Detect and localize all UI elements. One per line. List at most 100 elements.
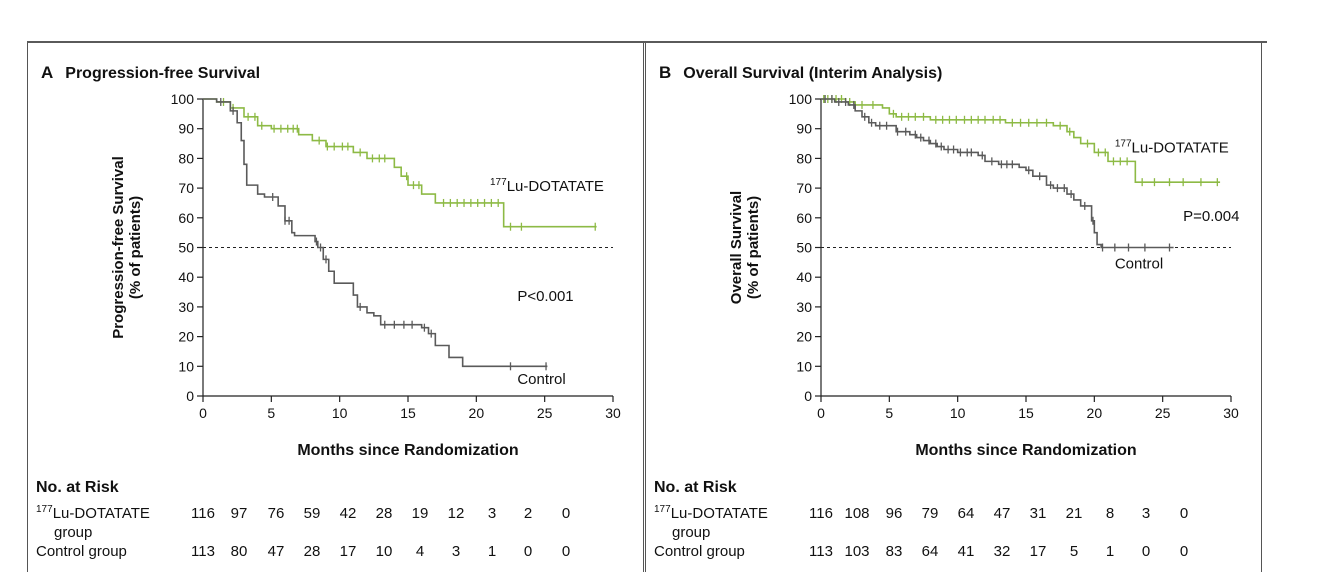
chart-a-ytick-label: 70 <box>178 180 194 196</box>
chart-a-risk-cell: 47 <box>268 543 285 560</box>
chart-b-svg: B Overall Survival (Interim Analysis) Over… <box>654 63 1239 560</box>
chart-a-risk-header: No. at Risk <box>36 479 119 496</box>
chart-b-risk-cell: 32 <box>994 543 1011 560</box>
panel-b: B Overall Survival (Interim Analysis) Over… <box>645 43 1262 572</box>
chart-a-ytick-label: 10 <box>178 358 194 374</box>
chart-b-ytick-label: 50 <box>796 240 812 256</box>
chart-a-xtick-label: 30 <box>605 405 621 421</box>
chart-a-risk-cell: 42 <box>340 505 357 522</box>
chart-a-risk-cell: 28 <box>376 505 393 522</box>
chart-b-ytick-label: 80 <box>796 150 812 166</box>
panel-a: A Progression-free Survival Progression-fr… <box>27 43 644 572</box>
chart-a-treatment-curve <box>203 98 597 228</box>
chart-a-risk-row-label-line2: group <box>54 524 92 541</box>
chart-b-risk-header: No. at Risk <box>654 479 737 496</box>
chart-b-ytick-label: 90 <box>796 121 812 137</box>
chart-b-treatment-label: 177Lu-DOTATATE <box>1115 138 1229 156</box>
chart-a-ytick-label: 80 <box>178 150 194 166</box>
chart-a-risk-cell: 19 <box>412 505 429 522</box>
chart-b-xtick-label: 0 <box>817 405 825 421</box>
chart-a-p-value: P<0.001 <box>517 288 573 305</box>
chart-a-xtick-label: 15 <box>400 405 416 421</box>
chart-a-risk-cell: 59 <box>304 505 321 522</box>
chart-a-ytick-label: 90 <box>178 121 194 137</box>
chart-a-risk-cell: 28 <box>304 543 321 560</box>
chart-b-risk-row-label: Control group <box>654 543 745 560</box>
chart-a-ytick-label: 100 <box>171 91 195 107</box>
chart-a-risk-row-label: 177Lu-DOTATATE <box>36 504 150 522</box>
chart-a-risk-cell: 113 <box>191 543 215 560</box>
chart-b-xtick-label: 10 <box>950 405 966 421</box>
chart-a-control-curve <box>203 98 548 368</box>
chart-b-risk-cell: 0 <box>1142 543 1150 560</box>
chart-a-risk-cell: 4 <box>416 543 424 560</box>
chart-b-ytick-label: 70 <box>796 180 812 196</box>
chart-a-ylabel: Progression-free Survival(% of patients) <box>110 156 144 339</box>
chart-a-risk-cell: 12 <box>448 505 465 522</box>
chart-a-risk-cell: 3 <box>488 505 496 522</box>
chart-b-treatment-curve <box>821 98 1221 183</box>
chart-b-ytick-label: 100 <box>789 91 813 107</box>
chart-a-risk-cell: 1 <box>488 543 496 560</box>
chart-b-risk-cell: 0 <box>1180 543 1188 560</box>
chart-b-risk-cell: 21 <box>1066 505 1083 522</box>
chart-a-risk-cell: 17 <box>340 543 357 560</box>
chart-a-ytick-label: 40 <box>178 269 194 285</box>
chart-b-risk-cell: 64 <box>922 543 939 560</box>
chart-b-xtick-label: 25 <box>1155 405 1171 421</box>
chart-a-risk-cell: 3 <box>452 543 460 560</box>
chart-a-xtick-label: 5 <box>267 405 275 421</box>
chart-a-ytick-label: 0 <box>186 388 194 404</box>
chart-b-ytick-label: 10 <box>796 358 812 374</box>
chart-b-risk-cell: 83 <box>886 543 903 560</box>
chart-a-panel-title: A Progression-free Survival <box>41 63 260 82</box>
chart-b-risk-cell: 79 <box>922 505 939 522</box>
chart-a-risk-cell: 76 <box>268 505 285 522</box>
chart-a-treatment-label: 177Lu-DOTATATE <box>490 177 604 195</box>
chart-a-risk-cell: 116 <box>191 505 215 522</box>
chart-a-xtick-label: 10 <box>332 405 348 421</box>
chart-a-control-label: Control <box>517 371 565 388</box>
chart-b-ytick-label: 0 <box>804 388 812 404</box>
chart-b-risk-cell: 8 <box>1106 505 1114 522</box>
chart-b-xtick-label: 15 <box>1018 405 1034 421</box>
chart-b-ytick-label: 40 <box>796 269 812 285</box>
chart-a-xtick-label: 20 <box>469 405 485 421</box>
chart-a-risk-cell: 10 <box>376 543 393 560</box>
chart-b-p-value: P=0.004 <box>1183 208 1239 225</box>
chart-a-risk-cell: 0 <box>562 543 570 560</box>
chart-b-xlabel: Months since Randomization <box>915 442 1136 459</box>
figure-top-rule <box>27 41 1267 43</box>
chart-a-risk-cell: 2 <box>524 505 532 522</box>
chart-b-risk-cell: 1 <box>1106 543 1114 560</box>
chart-a-xtick-label: 0 <box>199 405 207 421</box>
chart-b-risk-row-label: 177Lu-DOTATATE <box>654 504 768 522</box>
chart-b-risk-cell: 17 <box>1030 543 1047 560</box>
chart-b-xtick-label: 30 <box>1223 405 1239 421</box>
chart-a-ytick-label: 20 <box>178 329 194 345</box>
chart-b-risk-cell: 47 <box>994 505 1011 522</box>
chart-a-risk-cell: 97 <box>231 505 248 522</box>
chart-b-ylabel: Overall Survival(% of patients) <box>728 191 762 304</box>
chart-a-risk-cell: 0 <box>524 543 532 560</box>
chart-b-risk-cell: 96 <box>886 505 903 522</box>
chart-b-xtick-label: 20 <box>1087 405 1103 421</box>
chart-b-risk-cell: 64 <box>958 505 975 522</box>
chart-b-panel-title: B Overall Survival (Interim Analysis) <box>659 63 942 82</box>
chart-b-ytick-label: 30 <box>796 299 812 315</box>
chart-b-risk-cell: 5 <box>1070 543 1078 560</box>
chart-a-ytick-label: 60 <box>178 210 194 226</box>
chart-b-control-curve <box>821 98 1174 249</box>
chart-a-svg: A Progression-free Survival Progression-fr… <box>36 63 621 560</box>
chart-a-risk-row-label: Control group <box>36 543 127 560</box>
chart-b-control-label: Control <box>1115 255 1163 272</box>
chart-b-risk-row-label-line2: group <box>672 524 710 541</box>
chart-b-risk-cell: 103 <box>844 543 869 560</box>
chart-a-ytick-label: 50 <box>178 240 194 256</box>
chart-b-risk-cell: 3 <box>1142 505 1150 522</box>
chart-a-ytick-label: 30 <box>178 299 194 315</box>
chart-b-risk-cell: 0 <box>1180 505 1188 522</box>
chart-b-risk-cell: 31 <box>1030 505 1047 522</box>
chart-b-xtick-label: 5 <box>885 405 893 421</box>
chart-b-risk-cell: 41 <box>958 543 975 560</box>
